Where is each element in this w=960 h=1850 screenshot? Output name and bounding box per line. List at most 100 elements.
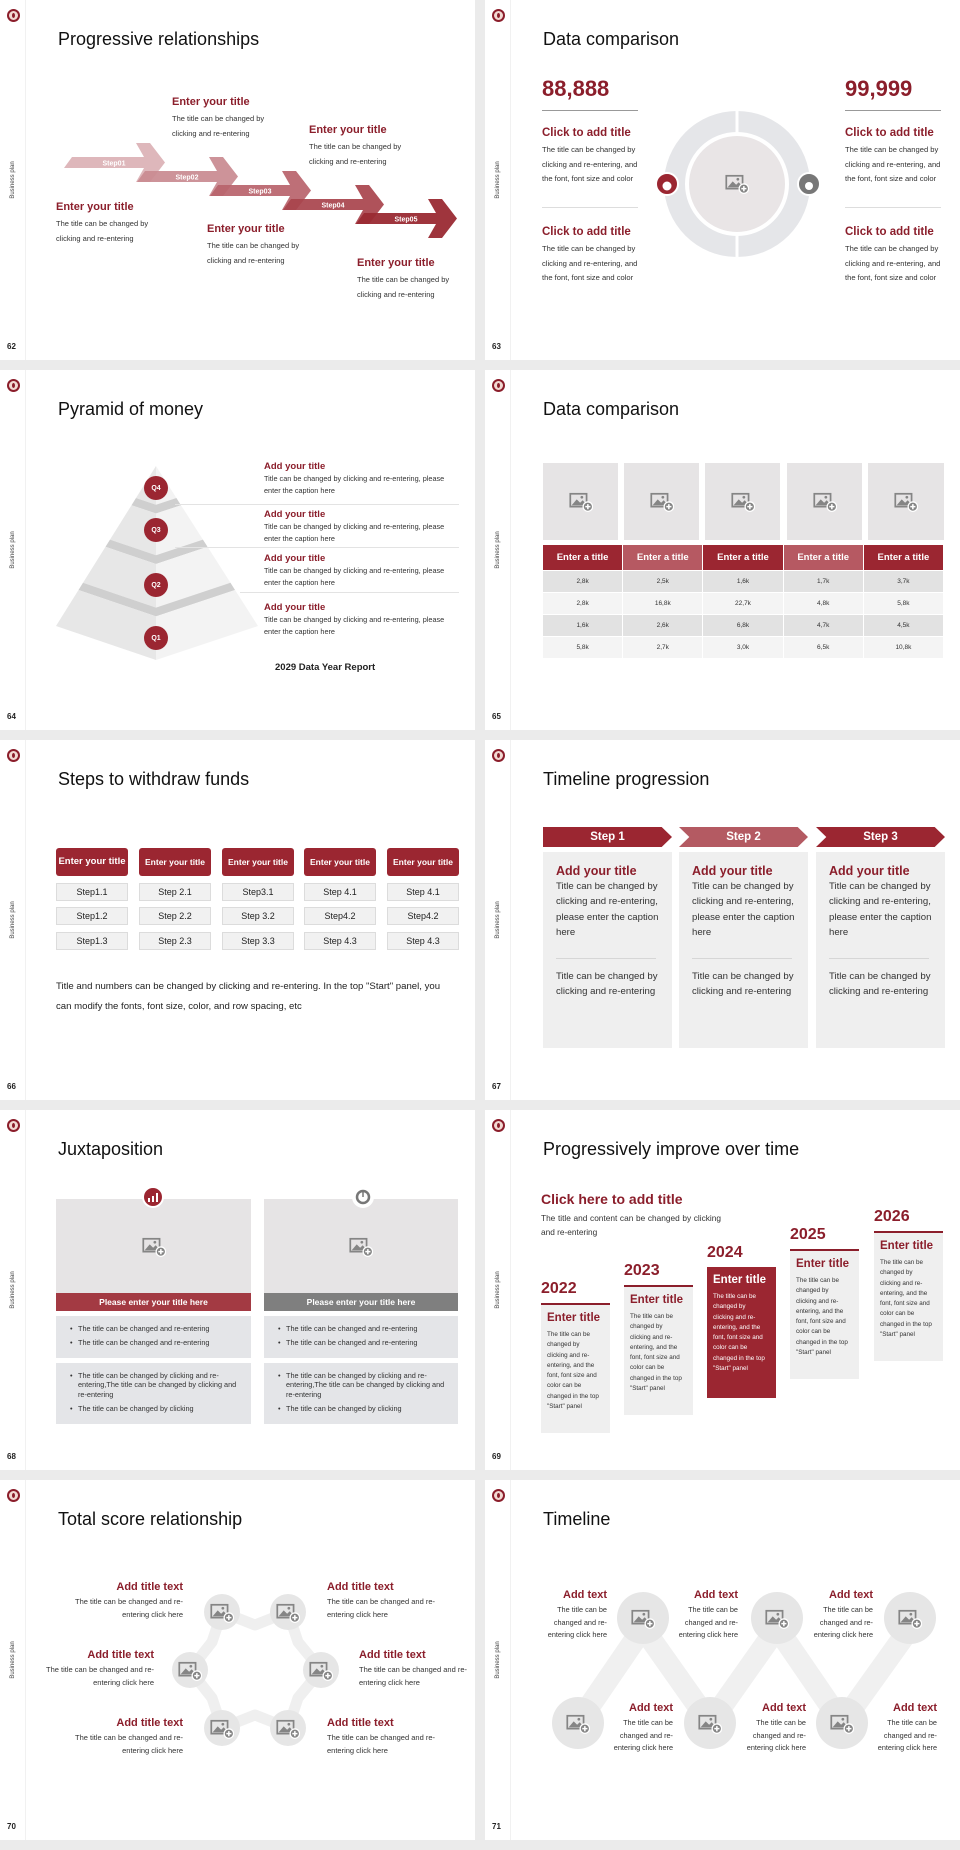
block-body[interactable]: The title can be changed and re-entering… bbox=[75, 1597, 183, 1619]
slide-title[interactable]: Juxtaposition bbox=[58, 1139, 164, 1159]
table-cell[interactable]: 1,7k bbox=[783, 570, 864, 592]
image-placeholder[interactable] bbox=[56, 1199, 251, 1293]
card-body[interactable]: The title can be changed by clicking and… bbox=[880, 1259, 932, 1339]
panel-body[interactable]: Title can be changed by clicking and re-… bbox=[556, 881, 659, 939]
panel-body-secondary[interactable]: Title can be changed by clicking and re-… bbox=[556, 970, 658, 998]
block-title[interactable]: Enter your title bbox=[357, 257, 435, 269]
list-item[interactable]: The title can be changed by clicking bbox=[70, 1404, 243, 1414]
block-title[interactable]: Add text bbox=[893, 1702, 937, 1714]
step-arrow-3[interactable] bbox=[210, 171, 311, 210]
image-placeholder-icon[interactable] bbox=[210, 1602, 234, 1623]
block-title[interactable]: Add title text bbox=[116, 1581, 183, 1593]
step-arrow-5[interactable] bbox=[356, 199, 457, 238]
image-placeholder-icon[interactable] bbox=[730, 491, 755, 512]
block-body[interactable]: The title can be changed and re-entering… bbox=[75, 1733, 183, 1755]
block-title[interactable]: Click to add title bbox=[845, 226, 934, 238]
block-body[interactable]: The title can be changed by clicking and… bbox=[542, 145, 638, 183]
slide-title[interactable]: Timeline bbox=[543, 1509, 611, 1529]
block-body[interactable]: The title can be changed by clicking and… bbox=[309, 142, 402, 166]
panel-body[interactable]: Title can be changed by clicking and re-… bbox=[829, 881, 932, 939]
step-arrow-4[interactable] bbox=[283, 185, 384, 224]
image-circle[interactable] bbox=[552, 1697, 604, 1749]
block-body[interactable]: The title can be changed by clicking and… bbox=[357, 275, 450, 299]
image-placeholder-icon[interactable] bbox=[210, 1718, 234, 1739]
image-placeholder-icon[interactable] bbox=[568, 491, 593, 512]
column-header[interactable]: Enter your title bbox=[387, 848, 459, 876]
block-title[interactable]: Add your title bbox=[264, 602, 326, 613]
table-header[interactable]: Enter a title bbox=[783, 545, 864, 570]
image-circle[interactable] bbox=[303, 1652, 339, 1688]
table-cell[interactable]: 10,8k bbox=[863, 636, 944, 658]
image-placeholder-icon[interactable] bbox=[566, 1713, 590, 1734]
block-body[interactable]: The title can be changed and re-entering… bbox=[327, 1597, 435, 1619]
table-cell[interactable]: 1,6k bbox=[703, 570, 784, 592]
step-box[interactable]: Step 3.3 bbox=[222, 932, 294, 950]
image-placeholder-icon[interactable] bbox=[812, 491, 837, 512]
block-title[interactable]: Enter your title bbox=[207, 223, 285, 235]
block-body[interactable]: The title can be changed and re-entering… bbox=[327, 1733, 435, 1755]
step-box[interactable]: Step 4.1 bbox=[304, 883, 376, 901]
block-body[interactable]: The title can be changed by clicking and… bbox=[845, 244, 941, 282]
block-body[interactable]: The title can be changed by clicking and… bbox=[207, 241, 300, 265]
step-arrow-2[interactable] bbox=[137, 157, 238, 196]
card-body[interactable]: The title can be changed by clicking and… bbox=[630, 1313, 682, 1393]
note-text[interactable]: Title and numbers can be changed by clic… bbox=[56, 981, 441, 1012]
image-placeholder[interactable] bbox=[624, 463, 699, 540]
block-title[interactable]: Add text bbox=[563, 1589, 607, 1601]
slide-71[interactable]: Business plan 71 Timeline Add text The tit… bbox=[485, 1480, 960, 1840]
block-title[interactable]: Add title text bbox=[327, 1581, 394, 1593]
table-header[interactable]: Enter a title bbox=[623, 545, 704, 570]
block-body[interactable]: The title can be changed and re-entering… bbox=[813, 1605, 873, 1639]
column-header[interactable]: Enter your title bbox=[139, 848, 211, 876]
step-box[interactable]: Step 4.3 bbox=[387, 932, 459, 950]
list-item[interactable]: The title can be changed and re-entering bbox=[278, 1338, 450, 1348]
image-circle[interactable] bbox=[172, 1652, 208, 1688]
slide-title[interactable]: Progressive relationships bbox=[58, 29, 260, 49]
image-placeholder[interactable] bbox=[705, 463, 780, 540]
image-circle[interactable] bbox=[816, 1697, 868, 1749]
list-item[interactable]: The title can be changed by clicking bbox=[278, 1404, 450, 1414]
card-header[interactable]: Please enter your title here bbox=[264, 1293, 458, 1311]
table-cell[interactable]: 5,8k bbox=[863, 592, 944, 614]
block-body[interactable]: Title can be changed by clicking and re-… bbox=[264, 474, 445, 495]
image-placeholder-icon[interactable] bbox=[631, 1608, 655, 1629]
step-box[interactable]: Step 2.1 bbox=[139, 883, 211, 901]
block-title[interactable]: Enter your title bbox=[309, 124, 387, 136]
year-label[interactable]: 2023 bbox=[624, 1262, 660, 1279]
card-body[interactable]: The title can be changed by clicking and… bbox=[547, 1331, 599, 1411]
image-placeholder[interactable] bbox=[264, 1199, 458, 1293]
card-title[interactable]: Enter title bbox=[713, 1274, 767, 1286]
image-circle[interactable] bbox=[204, 1710, 240, 1746]
image-placeholder-icon[interactable] bbox=[349, 1236, 373, 1257]
table-cell[interactable]: 4,7k bbox=[783, 614, 864, 636]
block-body[interactable]: The title can be changed and re-entering… bbox=[613, 1718, 673, 1752]
slide-67[interactable]: Business plan 67 Timeline progression Ste… bbox=[485, 740, 960, 1100]
card-body[interactable]: The title can be changed by clicking and… bbox=[796, 1277, 848, 1357]
table-cell[interactable]: 22,7k bbox=[703, 592, 784, 614]
step-box[interactable]: Step 4.1 bbox=[387, 883, 459, 901]
block-title[interactable]: Enter your title bbox=[172, 96, 250, 108]
block-body[interactable]: The title can be changed by clicking and… bbox=[542, 244, 638, 282]
card-title[interactable]: Enter title bbox=[796, 1258, 850, 1270]
slide-title[interactable]: Total score relationship bbox=[58, 1509, 243, 1529]
step-arrow-1[interactable] bbox=[64, 143, 165, 182]
table-header[interactable]: Enter a title bbox=[863, 545, 944, 570]
block-title[interactable]: Add title text bbox=[87, 1649, 154, 1661]
table-header[interactable]: Enter a title bbox=[543, 545, 624, 570]
block-body[interactable]: The title can be changed and re-entering… bbox=[746, 1718, 806, 1752]
column-header[interactable]: Enter your title bbox=[56, 848, 128, 876]
card-header[interactable]: Please enter your title here bbox=[56, 1293, 251, 1311]
panel-title[interactable]: Add your title bbox=[556, 864, 637, 878]
slide-69[interactable]: Business plan 69 Progressively improve ov… bbox=[485, 1110, 960, 1470]
year-label[interactable]: 2024 bbox=[707, 1244, 743, 1261]
image-placeholder-icon[interactable] bbox=[830, 1713, 854, 1734]
block-title[interactable]: Enter your title bbox=[56, 201, 134, 213]
card-title[interactable]: Enter title bbox=[880, 1240, 934, 1252]
step-box[interactable]: Step1.1 bbox=[56, 883, 128, 901]
table-cell[interactable]: 3,0k bbox=[703, 636, 784, 658]
slide-66[interactable]: Business plan 66 Steps to withdraw funds … bbox=[0, 740, 475, 1100]
panel-body[interactable]: Title can be changed by clicking and re-… bbox=[692, 881, 795, 939]
slide-title[interactable]: Progressively improve over time bbox=[543, 1139, 800, 1159]
table-cell[interactable]: 6,8k bbox=[703, 614, 784, 636]
block-title[interactable]: Add text bbox=[829, 1589, 873, 1601]
